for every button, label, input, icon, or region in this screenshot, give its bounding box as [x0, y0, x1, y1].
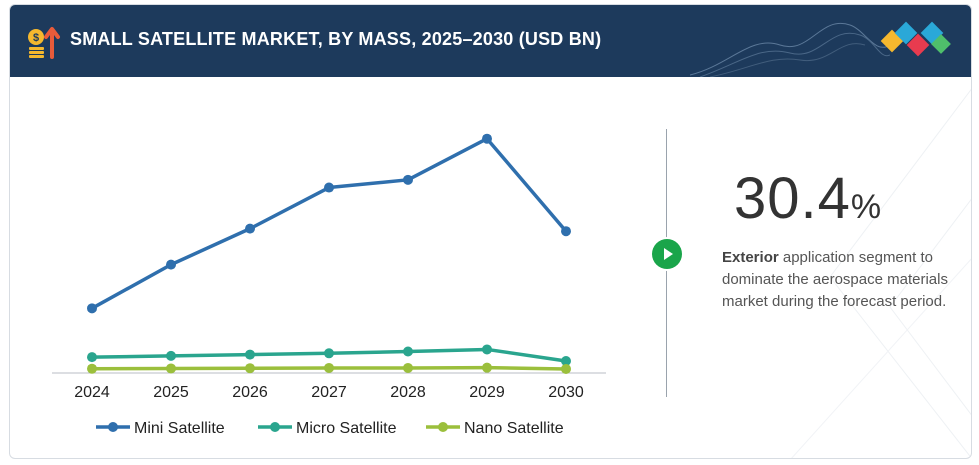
data-point	[482, 133, 492, 144]
data-point	[87, 363, 97, 374]
x-tick-label: 2027	[311, 384, 347, 401]
legend-label: Mini Satellite	[134, 420, 225, 437]
data-point	[324, 348, 334, 359]
data-point	[324, 362, 334, 373]
line-chart: 2024 2025 2026 2027 2028 2029 2030 Mini Satelli…	[52, 133, 606, 437]
data-point	[561, 363, 571, 374]
description-text: application segment to dominate the aero…	[722, 249, 948, 310]
legend-marker	[438, 422, 448, 432]
decorative-background-lines	[791, 88, 971, 458]
data-point	[403, 346, 413, 357]
stat-unit: %	[850, 188, 882, 226]
legend-label: Nano Satellite	[464, 420, 564, 437]
chart-title: SMALL SATELLITE MARKET, BY MASS, 2025–20…	[70, 29, 602, 49]
x-tick-label: 2024	[74, 384, 110, 401]
decorative-waves	[690, 22, 890, 77]
description-bold: Exterior	[722, 249, 779, 266]
stat-value: 30.4	[734, 166, 851, 231]
x-tick-label: 2028	[390, 384, 426, 401]
data-point	[324, 182, 334, 193]
data-point	[166, 259, 176, 270]
legend-label: Micro Satellite	[296, 420, 397, 437]
highlight-stat: 30.4%	[734, 165, 881, 232]
svg-text:$: $	[33, 32, 39, 44]
data-point	[87, 352, 97, 363]
infographic-card: $ SMALL SATELLITE MARKET, BY MASS, 2025–…	[9, 4, 972, 459]
data-point	[403, 362, 413, 373]
play-icon	[664, 248, 673, 260]
money-growth-icon: $	[28, 27, 60, 59]
legend-marker	[108, 422, 118, 432]
data-point	[245, 363, 255, 374]
header-bar: $ SMALL SATELLITE MARKET, BY MASS, 2025–…	[10, 5, 971, 77]
highlight-description: Exterior application segment to dominate…	[722, 247, 962, 313]
series-line	[91, 136, 568, 310]
data-point	[245, 223, 255, 234]
brand-logo	[880, 21, 951, 57]
x-tick-label: 2030	[548, 384, 584, 401]
data-point	[561, 356, 571, 367]
x-tick-label: 2026	[232, 384, 268, 401]
x-tick-label: 2029	[469, 384, 505, 401]
data-point	[87, 303, 97, 314]
data-point	[166, 350, 176, 361]
data-point	[561, 226, 571, 237]
data-point	[482, 362, 492, 373]
x-tick-label: 2025	[153, 384, 189, 401]
play-button[interactable]	[652, 239, 682, 269]
data-point	[245, 349, 255, 360]
data-point	[166, 363, 176, 374]
data-point	[482, 344, 492, 355]
legend-marker	[270, 422, 280, 432]
data-point	[403, 174, 413, 185]
